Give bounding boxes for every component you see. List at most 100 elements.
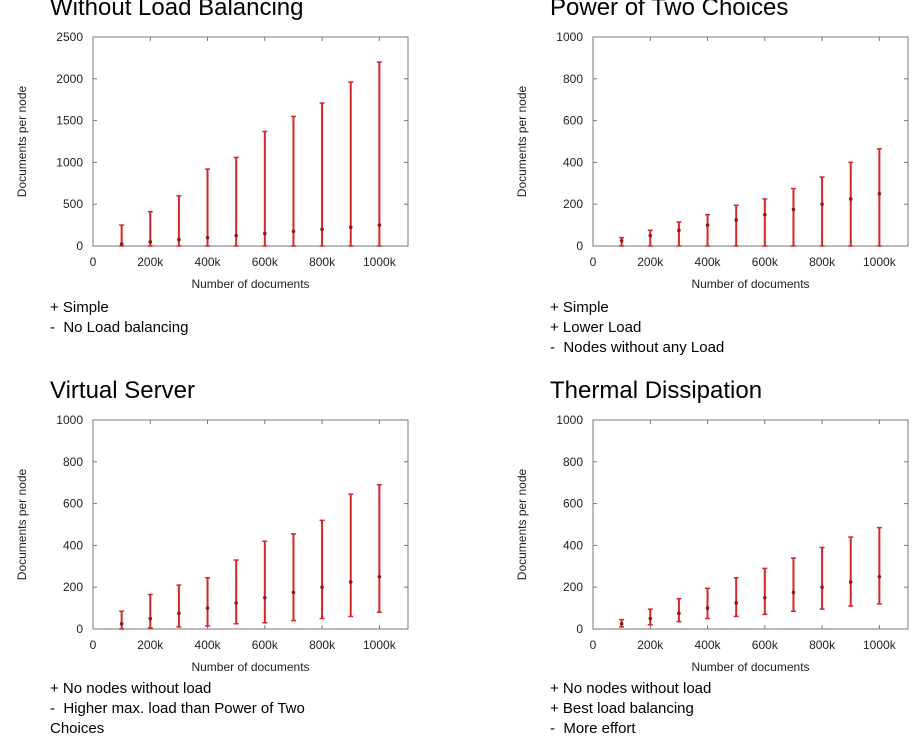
note-item: + Simple — [50, 299, 109, 316]
error-bar — [348, 81, 354, 247]
mean-point — [148, 616, 153, 621]
mean-point — [291, 229, 296, 234]
y-tick-label: 600 — [563, 114, 583, 128]
mean-point — [119, 242, 124, 246]
x-tick-label: 800k — [809, 638, 836, 652]
mean-point — [763, 212, 767, 217]
error-bar — [848, 536, 854, 607]
y-tick-label: 400 — [563, 155, 583, 169]
mean-point — [648, 616, 653, 621]
y-tick-label: 800 — [563, 455, 583, 469]
error-bar — [676, 597, 682, 623]
y-tick-label: 800 — [63, 455, 83, 469]
note-item: + Lower Load — [550, 319, 642, 336]
chart-title: Power of Two Choices — [550, 0, 789, 21]
error-bar — [762, 567, 768, 616]
y-axis-label: Documents per node — [515, 468, 529, 580]
mean-point — [291, 590, 296, 595]
error-bar — [205, 168, 211, 247]
y-tick-label: 200 — [63, 580, 83, 594]
y-tick-label: 1500 — [56, 114, 83, 128]
x-tick-label: 800k — [309, 638, 336, 652]
y-tick-label: 0 — [576, 239, 583, 253]
error-bar — [647, 608, 653, 626]
chart-panel-thermal-dissipation: Thermal Dissipation 0 200 400 600 800 1000 0 20… — [500, 377, 924, 756]
x-tick-label: 800k — [309, 255, 336, 269]
mean-point — [705, 223, 710, 227]
mean-point — [763, 595, 767, 600]
y-tick-label: 600 — [63, 497, 83, 511]
errorbar-chart: 0 200 400 600 800 1000 0 200k 400k 600k 800k 1000k N… — [515, 413, 909, 673]
x-tick-label: 200k — [137, 638, 164, 652]
error-bar — [319, 519, 325, 620]
mean-point — [648, 233, 653, 238]
y-tick-label: 1000 — [556, 413, 583, 427]
error-bar — [819, 176, 825, 247]
x-tick-label: 200k — [137, 255, 164, 269]
mean-point — [234, 601, 238, 605]
error-bar — [848, 161, 854, 247]
error-bar — [119, 610, 125, 630]
y-tick-label: 400 — [63, 538, 83, 552]
mean-point — [177, 237, 181, 242]
mean-point — [877, 574, 882, 579]
mean-point — [234, 233, 238, 238]
note-item: + No nodes without load — [50, 680, 212, 697]
error-bar — [790, 557, 796, 612]
error-bar — [319, 102, 325, 247]
error-bar — [676, 221, 682, 247]
error-bar — [790, 187, 796, 247]
plot-frame — [92, 419, 409, 630]
notes-list: + Simple + Lower Load - Nodes without an… — [550, 298, 724, 358]
error-bar — [147, 210, 153, 247]
x-tick-label: 0 — [590, 638, 597, 652]
errorbar-chart: 0 200 400 600 800 1000 0 200k 400k 600k 800k 1000k N… — [515, 30, 909, 290]
error-bar — [733, 577, 739, 618]
mean-point — [677, 611, 681, 616]
error-bar — [376, 484, 382, 614]
note-item: - No Load balancing — [50, 319, 189, 336]
error-bar — [290, 533, 296, 622]
x-tick-label: 600k — [252, 255, 279, 269]
y-tick-label: 0 — [76, 239, 83, 253]
chart-panel-virtual-server: Virtual Server 0 200 400 600 800 1000 0 200k 400… — [0, 377, 462, 756]
mean-point — [734, 601, 738, 605]
mean-point — [377, 574, 382, 579]
x-tick-label: 200k — [637, 638, 664, 652]
chart-title: Thermal Dissipation — [550, 377, 763, 404]
y-tick-label: 2000 — [56, 72, 83, 86]
error-bar — [205, 577, 211, 627]
y-tick-label: 600 — [563, 497, 583, 511]
x-tick-label: 600k — [752, 255, 779, 269]
y-tick-label: 200 — [563, 580, 583, 594]
error-bar — [233, 156, 239, 247]
note-item: + Best load balancing — [550, 700, 694, 717]
notes-list: + Simple - No Load balancing — [50, 298, 188, 338]
mean-point — [791, 590, 796, 595]
mean-point — [619, 621, 624, 626]
plot-frame — [592, 36, 909, 247]
x-tick-label: 0 — [90, 255, 97, 269]
y-tick-label: 1000 — [56, 155, 83, 169]
y-tick-label: 400 — [563, 538, 583, 552]
error-bar — [819, 546, 825, 610]
error-bar — [262, 130, 268, 247]
x-tick-label: 1000k — [363, 638, 397, 652]
error-bar — [762, 198, 768, 247]
mean-point — [205, 606, 210, 610]
y-tick-label: 1000 — [56, 413, 83, 427]
note-item: - Nodes without any Load — [550, 339, 725, 356]
error-bar — [733, 204, 739, 247]
mean-point — [820, 585, 824, 589]
mean-point — [205, 235, 210, 240]
note-item: + No nodes without load — [550, 680, 712, 697]
mean-point — [377, 223, 382, 227]
error-bar — [262, 540, 268, 624]
x-tick-label: 1000k — [363, 255, 397, 269]
error-bar — [147, 593, 153, 629]
errorbar-chart: 0 500 1000 1500 2000 2500 0 200k 400k 600k 800k 100… — [15, 30, 409, 290]
error-bar — [233, 559, 239, 625]
error-bar — [647, 229, 653, 247]
x-tick-label: 400k — [695, 255, 722, 269]
mean-point — [263, 231, 267, 236]
